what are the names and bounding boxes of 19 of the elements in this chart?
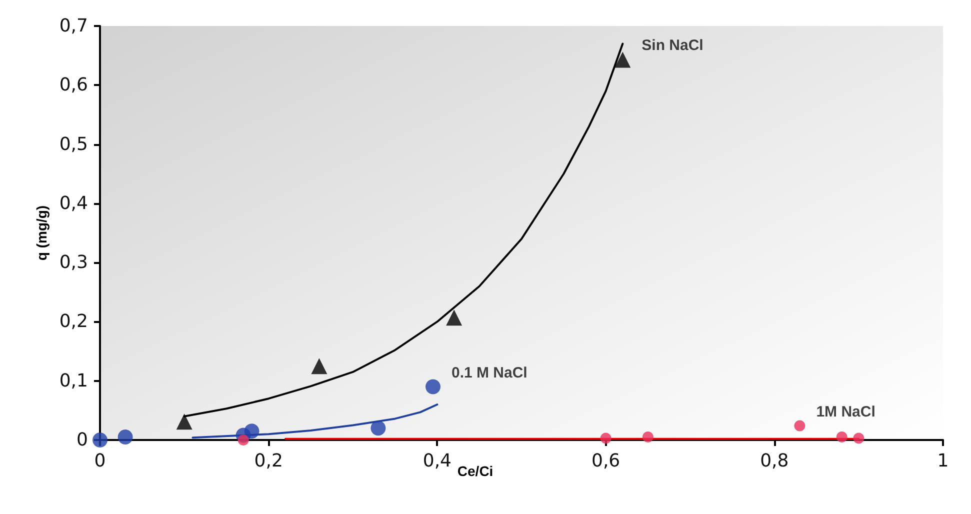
x-tick-label: 0: [94, 450, 106, 472]
x-tick-label: 0,4: [422, 450, 452, 472]
y-axis-title: q (mg/g): [33, 205, 50, 261]
y-tick-label: 0,1: [59, 370, 88, 392]
y-tick-label: 0,7: [59, 16, 88, 36]
series-label: 1M NaCl: [816, 403, 876, 420]
y-tick-label: 0,2: [59, 311, 88, 332]
series-label: 0.1 M NaCl: [451, 364, 528, 382]
x-axis-title: Ce/Ci: [457, 463, 494, 479]
y-tick-label: 0,6: [59, 74, 88, 96]
y-tick-label: 0: [76, 430, 88, 450]
y-tick-label: 0,3: [59, 252, 88, 274]
x-tick-label: 0,6: [591, 450, 620, 472]
x-tick-label: 0,2: [254, 450, 283, 472]
x-tick-label: 0,8: [760, 450, 789, 472]
x-tick-label: 1: [937, 450, 949, 472]
y-tick-label: 0,4: [59, 192, 88, 214]
y-tick-label: 0,5: [59, 134, 88, 155]
series-label: Sin NaCl: [642, 37, 704, 54]
